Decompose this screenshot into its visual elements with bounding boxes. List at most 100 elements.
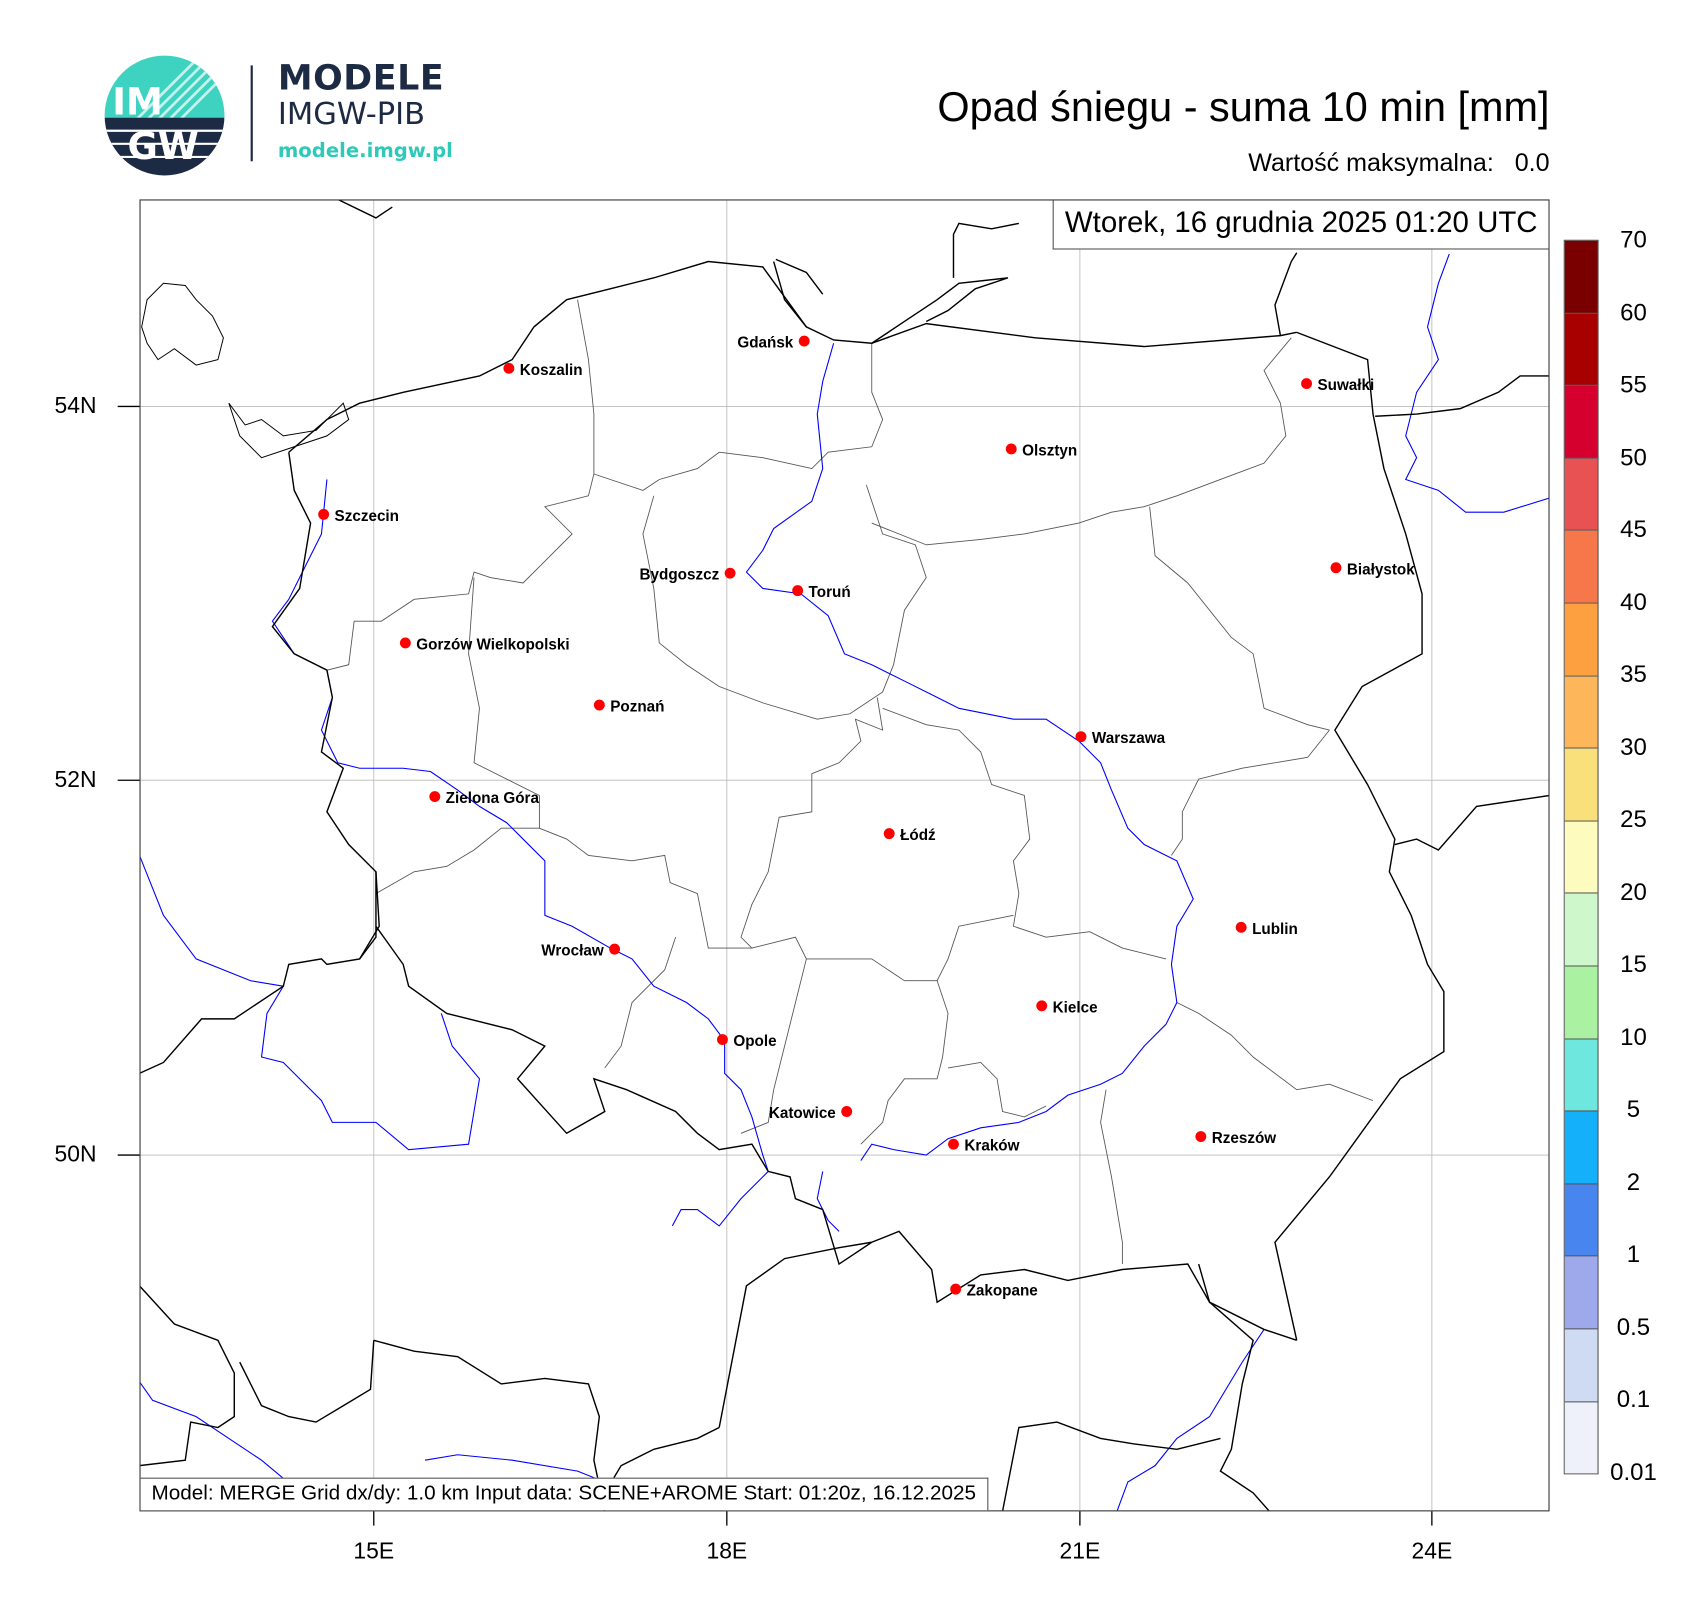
map-frame: Gdańsk Koszalin Suwałki Olsztyn Szczecin Biał…	[139, 199, 1550, 1512]
colorbar-label: 0.5	[1616, 1313, 1651, 1341]
city-marker	[1035, 999, 1047, 1011]
lon-label: 21E	[1059, 1538, 1101, 1564]
model-info-footer: Model: MERGE Grid dx/dy: 1.0 km Input da…	[140, 1477, 989, 1511]
country-borders	[140, 200, 1549, 1511]
city-label: Opole	[733, 1031, 777, 1050]
colorbar-label: 55	[1620, 370, 1647, 398]
city-marker	[840, 1105, 852, 1117]
city-label: Zakopane	[966, 1281, 1038, 1299]
city-marker	[716, 1033, 728, 1045]
city-marker	[1329, 561, 1341, 573]
colorbar-label: 30	[1620, 733, 1647, 761]
colorbar-bin	[1564, 603, 1598, 677]
city-label: Katowice	[768, 1103, 836, 1122]
colorbar-label: 0.01	[1610, 1458, 1657, 1486]
city-marker	[428, 790, 440, 802]
svg-text:GW: GW	[127, 125, 198, 168]
city-label: Łódź	[900, 825, 936, 844]
colorbar-bin	[1564, 1401, 1598, 1474]
rivers	[140, 253, 1549, 1511]
city-label: Poznań	[610, 697, 665, 715]
logo-name: MODELE	[277, 56, 445, 99]
city-label: Gorzów Wielkopolski	[416, 635, 570, 653]
city-marker	[724, 567, 736, 579]
logo-divider	[250, 65, 253, 162]
colorbar-bin	[1564, 1329, 1598, 1402]
lon-label: 24E	[1411, 1538, 1453, 1564]
lat-label: 54N	[54, 393, 97, 419]
colorbar-bin	[1564, 1111, 1598, 1185]
szczecin-lagoon-coast	[140, 282, 349, 458]
colorbar-bin	[1564, 313, 1598, 386]
city-label: Toruń	[808, 582, 851, 601]
city-label: Białystok	[1346, 560, 1415, 578]
lon-label: 18E	[706, 1538, 748, 1564]
max-value: Wartość maksymalna: 0.0	[1248, 148, 1550, 177]
city-marker	[1300, 377, 1312, 389]
city-label: Koszalin	[519, 360, 583, 379]
colorbar-bin	[1564, 1184, 1598, 1257]
city-label: Zielona Góra	[445, 788, 539, 807]
colorbar-label: 15	[1620, 950, 1647, 978]
city-label: Wrocław	[541, 941, 604, 959]
city-label: Warszawa	[1091, 729, 1166, 747]
city-marker	[947, 1138, 959, 1150]
city-label: Kielce	[1052, 998, 1098, 1016]
city-label: Szczecin	[334, 506, 399, 525]
imgw-logo-icon: IM GW	[104, 55, 225, 176]
colorbar-label: 25	[1620, 805, 1647, 833]
city-label: Bydgoszcz	[639, 565, 720, 583]
colorbar-label: 40	[1620, 588, 1647, 616]
colorbar-bin	[1564, 458, 1598, 532]
colorbar-bin	[1564, 893, 1598, 967]
map-canvas	[140, 200, 1549, 1511]
colorbar-bin	[1564, 385, 1598, 459]
colorbar-label: 50	[1620, 443, 1647, 471]
lon-label: 15E	[353, 1538, 395, 1564]
city-marker	[798, 335, 810, 346]
colorbar-label: 10	[1620, 1023, 1647, 1051]
colorbar-label: 20	[1620, 878, 1647, 906]
city-marker	[883, 827, 895, 839]
valid-time-box: Wtorek, 16 grudnia 2025 01:20 UTC	[1052, 200, 1549, 250]
chart-title: Opad śniegu - suma 10 min [mm]	[937, 84, 1550, 131]
city-marker	[1005, 442, 1017, 454]
colorbar-label: 70	[1620, 225, 1647, 253]
city-label: Olsztyn	[1022, 441, 1078, 459]
city-marker	[593, 699, 605, 710]
colorbar-bin	[1564, 1256, 1598, 1330]
city-label: Suwałki	[1317, 375, 1375, 394]
city-markers	[317, 335, 1341, 1295]
lat-label: 52N	[54, 767, 97, 793]
graticule	[140, 200, 1549, 1511]
city-marker	[317, 508, 329, 520]
colorbar-bin	[1564, 1039, 1598, 1112]
logo-url: modele.imgw.pl	[277, 139, 453, 163]
city-marker	[399, 636, 411, 648]
city-label: Kraków	[964, 1136, 1020, 1154]
colorbar-bin	[1564, 240, 1598, 314]
city-marker	[608, 943, 620, 955]
voivodeship-borders	[326, 299, 1373, 1264]
colorbar-label: 5	[1626, 1095, 1641, 1123]
colorbar-bin	[1564, 748, 1598, 822]
lat-label: 50N	[54, 1142, 97, 1168]
colorbar-label: 0.1	[1616, 1385, 1651, 1413]
colorbar-label: 2	[1626, 1168, 1641, 1196]
colorbar-bin	[1564, 531, 1598, 604]
city-marker	[949, 1283, 961, 1295]
colorbar-bin	[1564, 676, 1598, 749]
city-marker	[1074, 730, 1086, 742]
city-label: Gdańsk	[737, 333, 794, 351]
colorbar-label: 35	[1620, 660, 1647, 688]
logo-org: IMGW-PIB	[277, 95, 426, 132]
city-label: Rzeszów	[1211, 1128, 1277, 1147]
city-marker	[1235, 921, 1247, 933]
city-marker	[502, 362, 514, 374]
svg-text:IM: IM	[112, 80, 163, 123]
colorbar-bin	[1564, 821, 1598, 894]
city-marker	[1194, 1130, 1206, 1142]
city-marker	[791, 584, 803, 596]
colorbar-label: 1	[1626, 1240, 1641, 1268]
